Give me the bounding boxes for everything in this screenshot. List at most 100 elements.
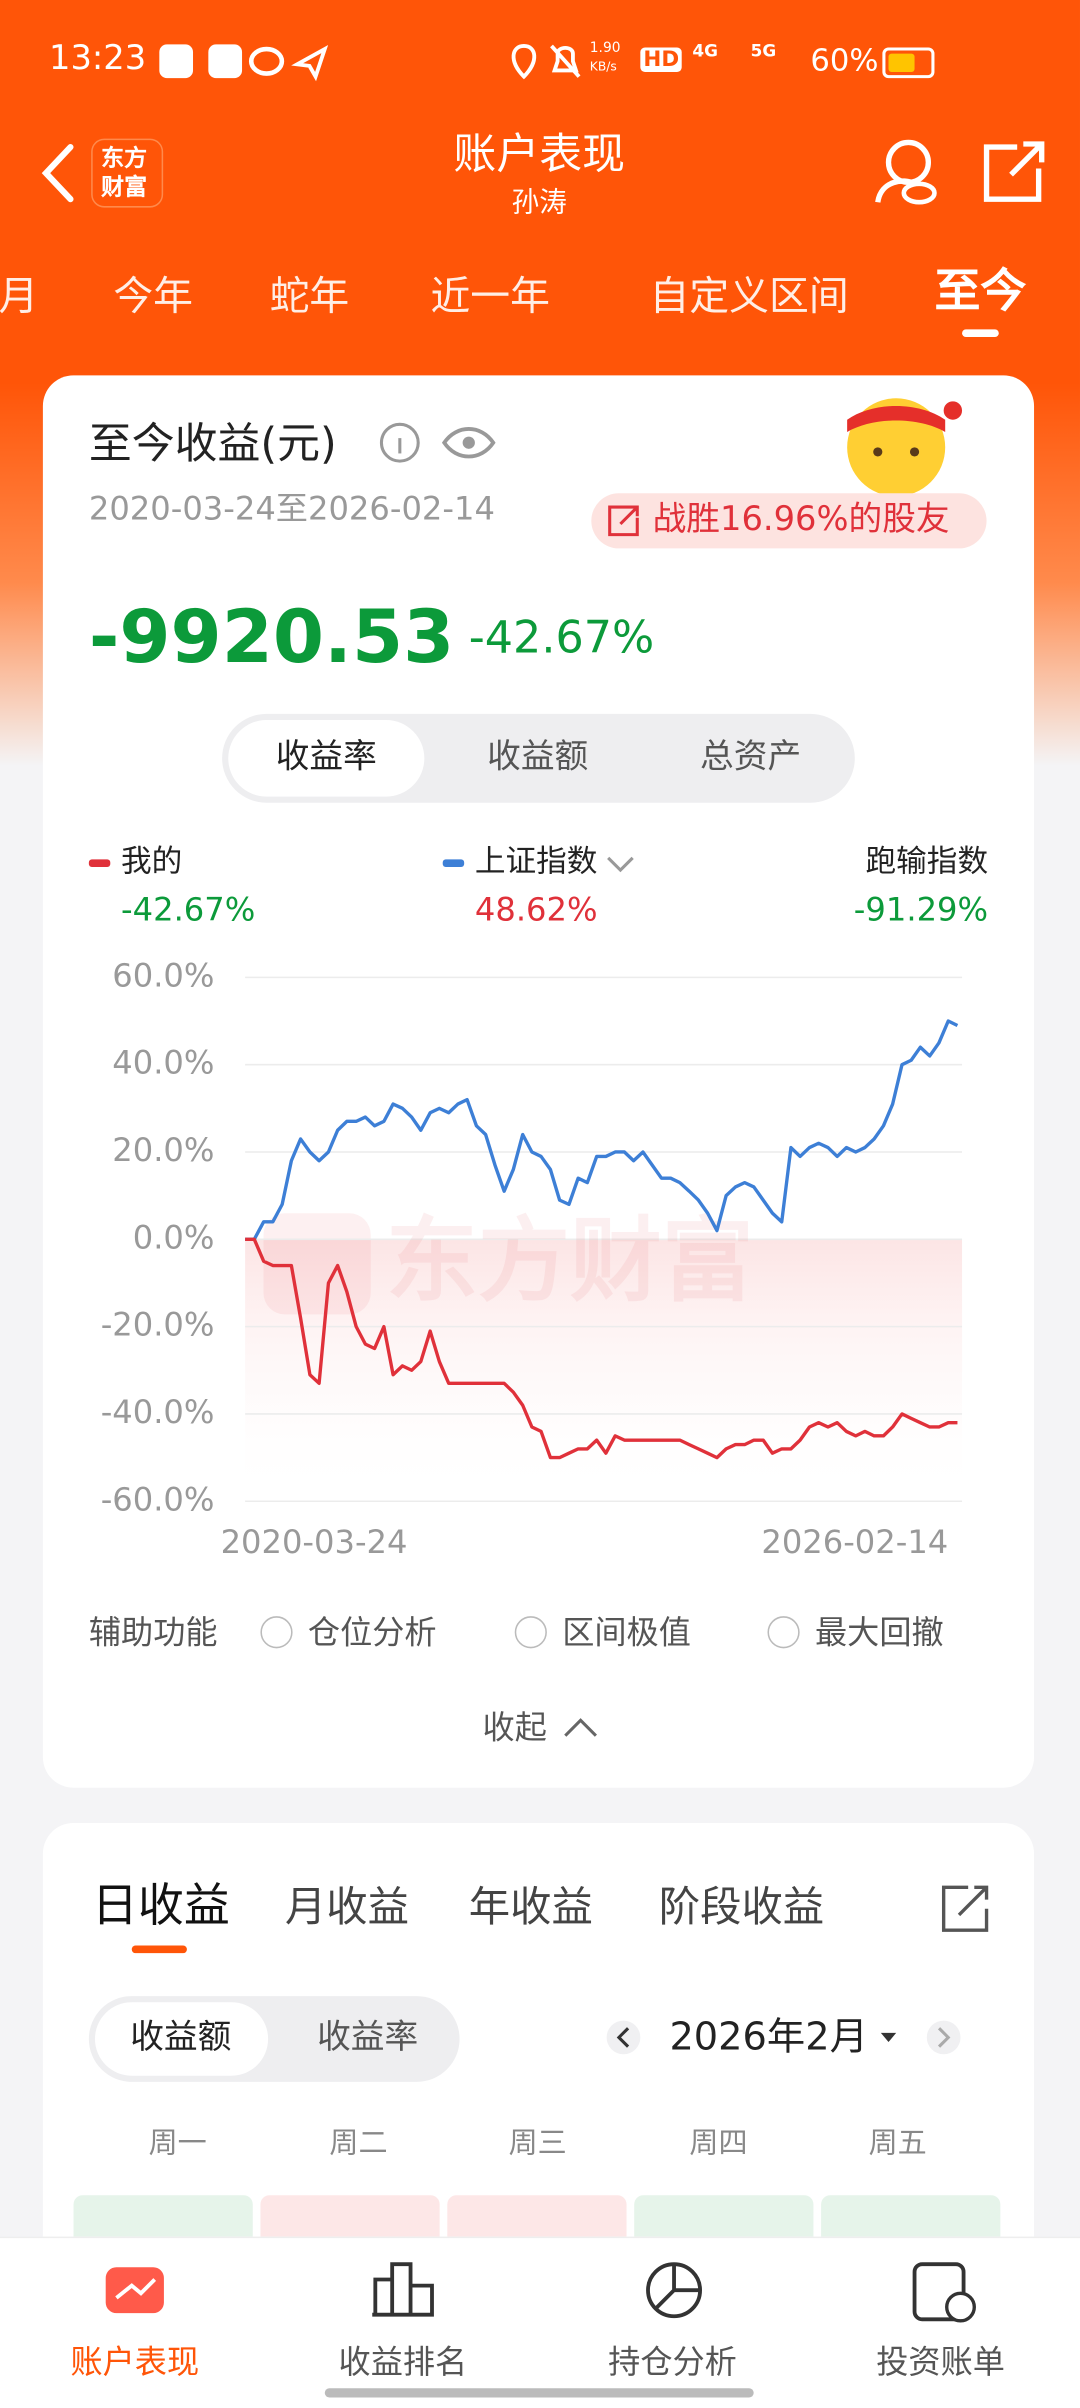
collapse-chevron [564, 1718, 597, 1737]
nav-icon-slice [654, 2264, 701, 2310]
series-line [245, 1237, 958, 1460]
collapse-button[interactable]: 收起 [482, 1709, 547, 1747]
nav-icon-coin [945, 2291, 976, 2323]
back-button[interactable] [41, 143, 74, 203]
legend-swatch [442, 859, 465, 868]
total-percent: -42.67% [468, 611, 655, 664]
tool-option[interactable]: 最大回撤 [814, 1614, 944, 1652]
watermark: 东方财富 [386, 1207, 754, 1314]
weekday: 周一 [148, 2126, 207, 2160]
period-tab-indicator [962, 329, 999, 338]
network-5g: 5G [750, 41, 777, 62]
nav-label[interactable]: 投资账单 [876, 2343, 1005, 2381]
battery-level [888, 53, 915, 72]
y-tick-label: 40.0% [112, 1044, 214, 1082]
y-tick-label: 0.0% [133, 1218, 215, 1256]
radio [260, 1616, 293, 1649]
nav-icon[interactable] [912, 2262, 966, 2322]
beat-badge[interactable]: 战胜16.96%的股友 [652, 500, 950, 540]
legend-swatch [88, 859, 111, 868]
app-icon [208, 44, 243, 79]
legend-return: -42.67% [121, 891, 256, 929]
location-icon [511, 44, 537, 80]
page-title: 账户表现 [453, 128, 626, 180]
daily-tab[interactable]: 日收益 [91, 1879, 230, 1934]
daily-icons [606, 1885, 989, 2055]
badge-icon [608, 505, 639, 537]
status-time: 13:23 [49, 39, 147, 79]
period-tab[interactable]: 近一年 [430, 274, 550, 321]
x-tick-label: 2020-03-24 [221, 1523, 408, 1561]
nav-label[interactable]: 账户表现 [70, 2343, 200, 2381]
daily-tab[interactable]: 阶段收益 [658, 1884, 825, 1932]
period-tab[interactable]: 自定义区间 [649, 274, 849, 321]
nav-icons [105, 2262, 976, 2323]
hd-icon: HD [640, 47, 683, 72]
logo-badge [91, 138, 164, 208]
weekday: 周四 [689, 2126, 748, 2160]
share-button[interactable] [983, 141, 1045, 202]
legend-name: 跑输指数 [865, 842, 989, 880]
period-tab[interactable]: 今年 [113, 274, 194, 321]
telegram-icon [291, 44, 329, 82]
tools-label: 辅助功能 [88, 1614, 218, 1652]
next-arrow [937, 2027, 951, 2048]
legend-name: 上证指数 [474, 842, 598, 880]
eye-icon [901, 181, 937, 205]
line-chart: 60.0% 40.0% 20.0% 0.0% -20.0% -40.0% -60.0% 东方财… [101, 956, 963, 1561]
area-shade [245, 1239, 963, 1502]
network-4g: 4G [692, 41, 718, 62]
y-tick-label: -60.0% [101, 1480, 215, 1518]
x-tick-label: 2026-02-14 [761, 1523, 948, 1561]
toggle-active-bg [228, 719, 425, 797]
mute-icon [550, 44, 581, 78]
next-month[interactable] [926, 2020, 961, 2055]
summary-title: 至今收益(元) [88, 418, 337, 469]
nav-label[interactable]: 收益排名 [338, 2343, 468, 2381]
daily-share[interactable] [941, 1885, 989, 1932]
weekday: 周二 [329, 2126, 388, 2160]
legend-name: 我的 [121, 842, 183, 880]
chart-toggle-item[interactable]: 收益率 [275, 738, 377, 777]
mascot-eye [909, 447, 920, 457]
chart-toggle-item[interactable]: 收益额 [487, 738, 589, 777]
month-caret[interactable] [880, 2032, 897, 2043]
eye-toggle[interactable] [441, 427, 496, 459]
tool-option[interactable]: 区间极值 [562, 1614, 691, 1652]
prev-arrow [616, 2027, 630, 2048]
eye-pupil [462, 436, 475, 449]
nav-label[interactable]: 持仓分析 [608, 2343, 737, 2381]
header-icons [41, 44, 1045, 208]
mascot-headband [847, 405, 946, 432]
radio [767, 1616, 800, 1649]
daily-toggle-item[interactable]: 收益率 [317, 2019, 419, 2058]
logo-text: 财富 [101, 173, 148, 201]
badge-bg[interactable] [591, 493, 987, 549]
daily-tab[interactable]: 年收益 [468, 1884, 593, 1932]
legend-return: -91.29% [853, 891, 989, 929]
nav-icon[interactable] [372, 2262, 434, 2317]
period-tab[interactable]: 月 [0, 274, 39, 321]
info-icon[interactable] [379, 422, 420, 463]
prev-month[interactable] [606, 2020, 641, 2055]
period-tab[interactable]: 至今 [934, 265, 1027, 319]
nav-icon-line [115, 2278, 157, 2300]
summary-icons [379, 398, 987, 549]
legend-return: 48.62% [474, 891, 598, 929]
date-range: 2020-03-24至2026-02-14 [88, 490, 495, 527]
daily-toggle-item[interactable]: 收益额 [130, 2019, 232, 2058]
chart-toggle-item[interactable]: 总资产 [700, 738, 802, 777]
y-tick-label: -40.0% [101, 1393, 215, 1431]
series-line [245, 1019, 959, 1242]
net-speed-unit: KB/s [589, 59, 617, 74]
bottom-nav [0, 2236, 1080, 2408]
period-tab[interactable]: 蛇年 [269, 274, 350, 321]
logo-text: 东方 [101, 143, 148, 172]
daily-tab[interactable]: 月收益 [284, 1884, 410, 1932]
month-label[interactable]: 2026年2月 [669, 2014, 868, 2059]
account-icon-body [875, 178, 916, 203]
legend-dropdown[interactable] [604, 852, 638, 877]
tool-option[interactable]: 仓位分析 [307, 1614, 437, 1652]
y-tick-label: -20.0% [101, 1306, 215, 1344]
